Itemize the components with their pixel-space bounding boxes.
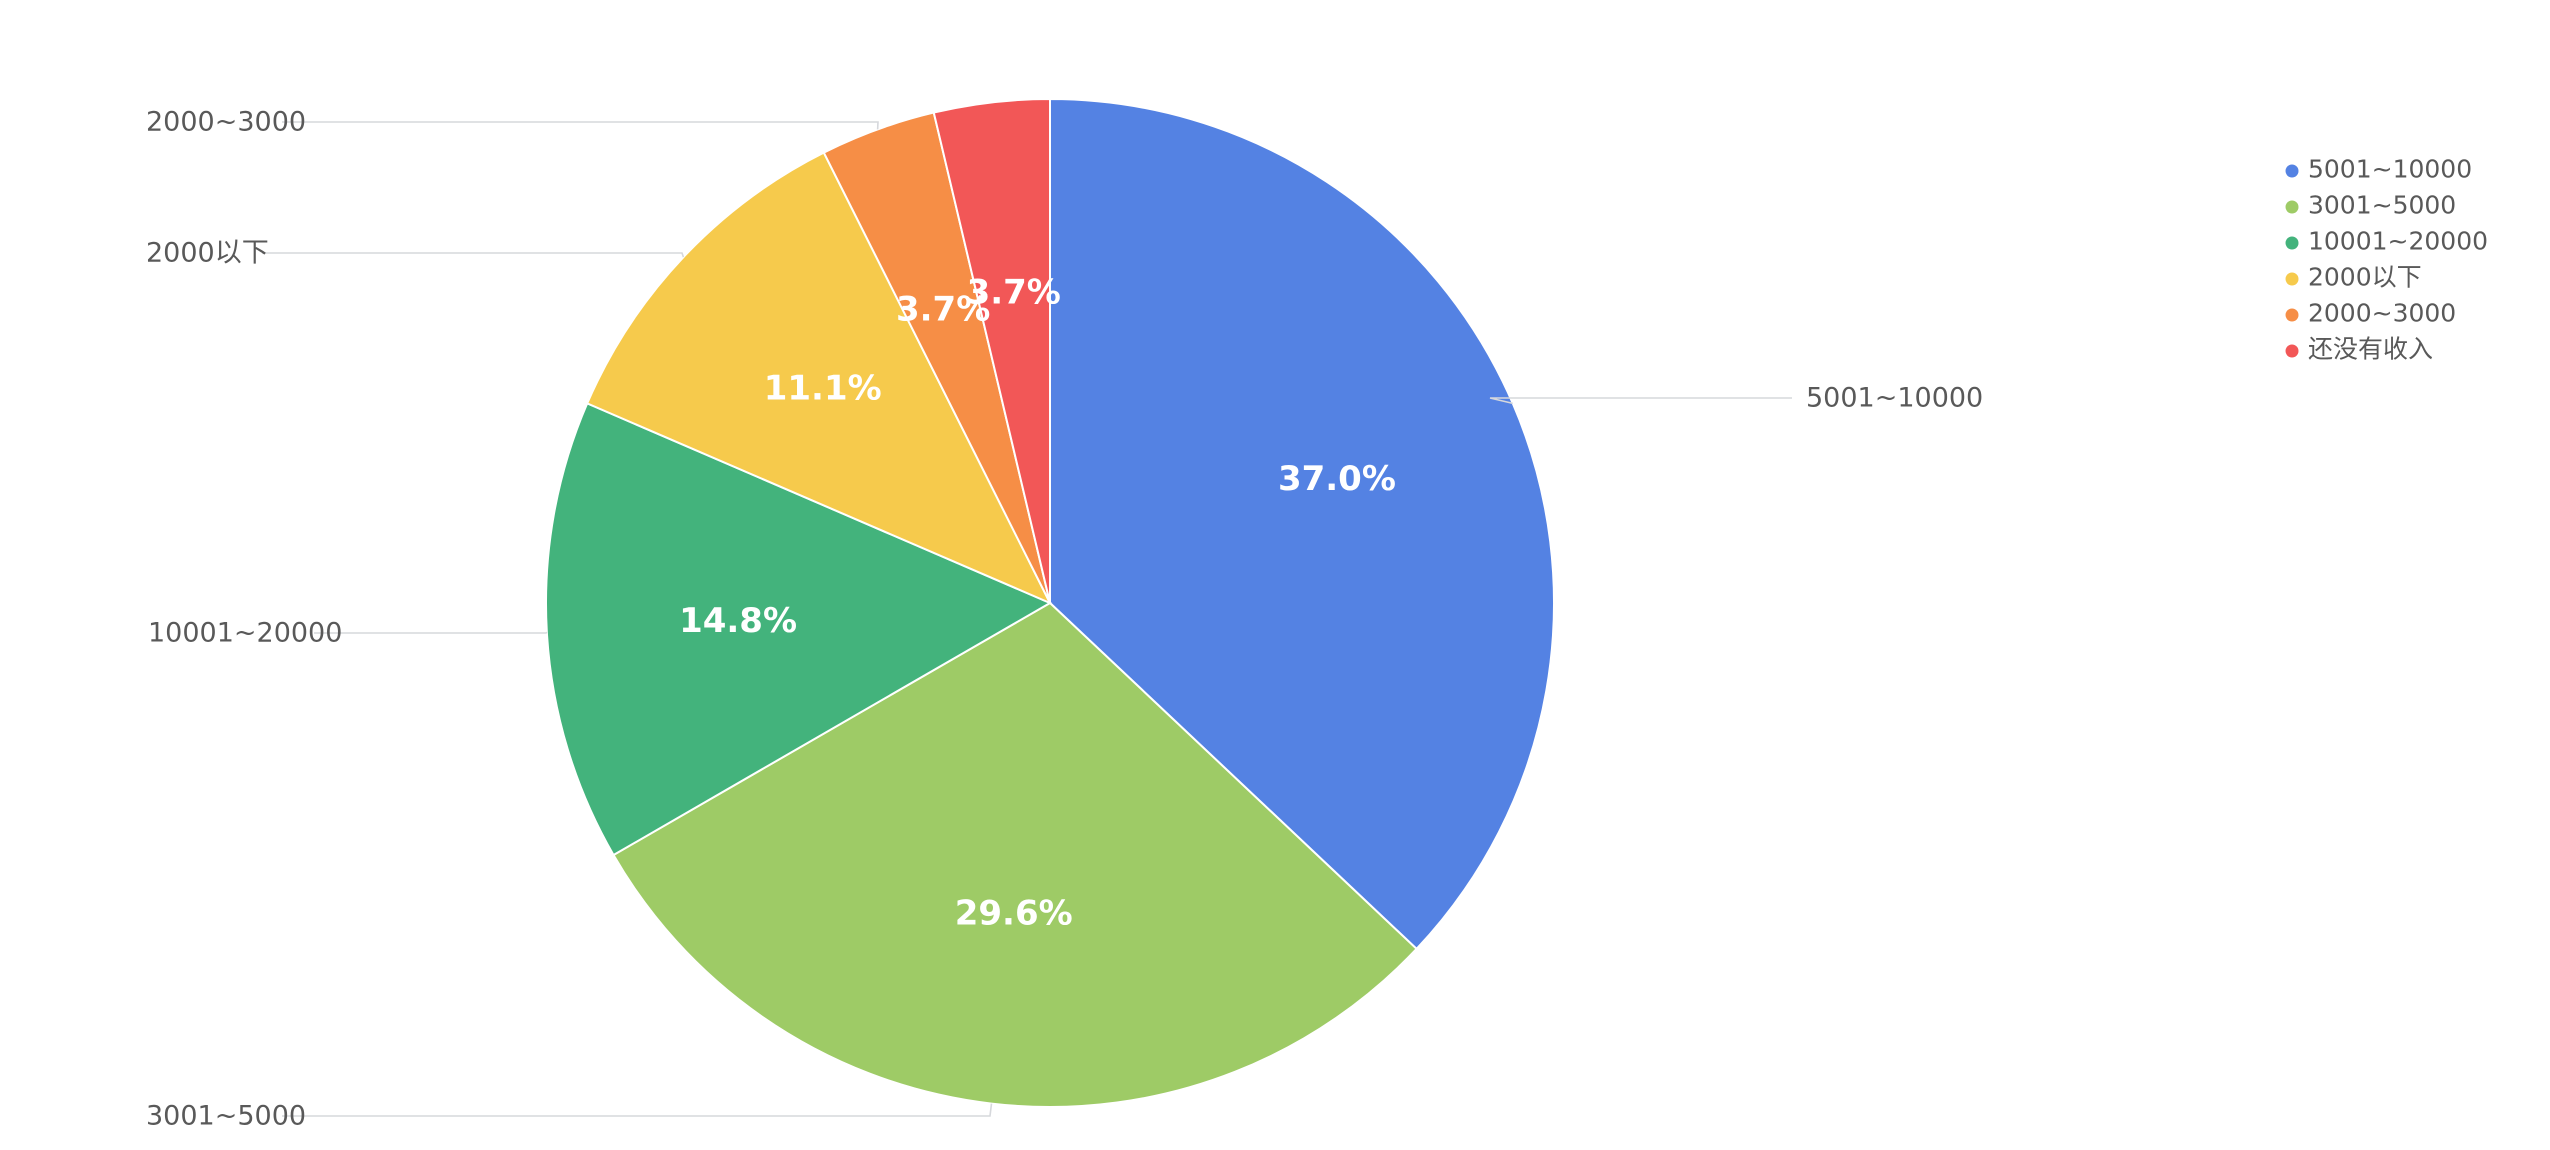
callout-label-2: 10001~20000 [148,618,342,649]
legend-marker-4 [2285,308,2299,322]
slice-value-label-1: 29.6% [955,893,1073,933]
legend-item-2[interactable]: 10001~20000 [2285,227,2489,256]
slice-value-label-0: 37.0% [1278,459,1396,499]
callout-line-0 [1489,397,1792,405]
slice-value-label-5: 3.7% [967,273,1061,313]
callout-line-1 [282,1103,993,1117]
pie-slice-3[interactable] [585,151,1053,606]
legend-marker-1 [2285,200,2299,214]
slice-value-label-2: 14.8% [679,601,797,641]
slice-value-label-4: 3.7% [896,289,990,329]
legend-label-2: 10001~20000 [2308,227,2488,256]
legend-marker-3 [2285,272,2299,286]
slice-value-label-3: 11.1% [764,369,882,409]
pie-value-labels: 37.0% 29.6% 14.8% 11.1% 3.7%3.7% [679,273,1396,934]
legend-marker-0 [2285,164,2299,178]
pie-slice-5[interactable] [932,97,1051,604]
legend-label-1: 3001~5000 [2308,191,2456,220]
callout-label-0: 5001~10000 [1806,383,1983,414]
callout-line-2 [314,631,548,634]
legend-item-3[interactable]: 2000以下 [2285,263,2422,292]
callout-line-4 [282,121,879,130]
pie-slice-1[interactable] [612,601,1419,1108]
legend-item-4[interactable]: 2000~3000 [2285,299,2457,328]
legend-marker-2 [2285,236,2299,250]
legend-label-3: 2000以下 [2308,263,2422,292]
legend-label-0: 5001~10000 [2308,155,2472,184]
callout-line-3 [262,252,685,258]
legend-marker-5 [2285,344,2299,358]
callout-label-1: 3001~5000 [146,1101,306,1132]
callout-label-4: 2000~3000 [146,107,306,138]
legend-item-5[interactable]: 还没有收入 [2285,335,2434,364]
legend-item-1[interactable]: 3001~5000 [2285,191,2457,220]
legend-label-4: 2000~3000 [2308,299,2456,328]
callout-label-3: 2000以下 [146,238,269,269]
legend-item-0[interactable]: 5001~10000 [2285,155,2473,184]
legend-label-5: 还没有收入 [2308,335,2433,364]
pie-callouts: 5001~10000 3001~5000 10001~20000 2000以下 2000… [146,107,1983,1132]
legend[interactable]: 5001~10000 3001~5000 10001~20000 2000以下 2000… [2285,155,2489,364]
pie-slices [545,97,1555,1108]
